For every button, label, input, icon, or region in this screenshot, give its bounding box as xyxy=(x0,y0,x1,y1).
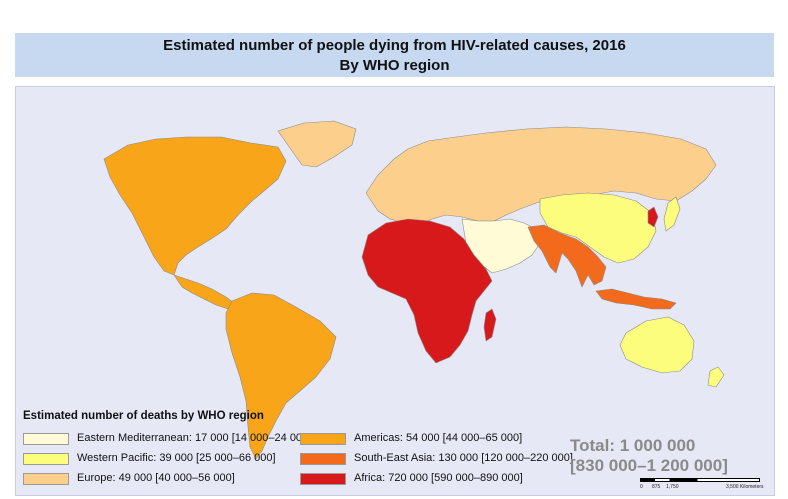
region-western-pacific-asia xyxy=(539,192,657,264)
scale-bar-graphic xyxy=(640,478,760,482)
total-deaths: Total: 1 000 000 [830 000–1 200 000] xyxy=(570,436,728,476)
region-greenland xyxy=(277,120,357,168)
region-europe xyxy=(365,126,717,226)
scale-tick: 1,750 xyxy=(666,484,679,490)
legend-swatch xyxy=(300,453,346,465)
region-indonesia xyxy=(595,288,677,310)
region-americas-south xyxy=(225,292,337,460)
scale-tick: 875 xyxy=(652,484,661,490)
region-americas-central xyxy=(173,274,235,310)
legend-swatch xyxy=(300,433,346,445)
legend-swatch xyxy=(23,453,69,465)
map-frame xyxy=(15,86,775,496)
scale-tick: 3,500 Kilometers xyxy=(726,484,764,490)
scale-tick: 0 xyxy=(640,484,643,490)
legend-label: Europe: 49 000 [40 000–56 000] xyxy=(77,472,235,484)
region-australia xyxy=(619,316,695,374)
legend-title: Estimated number of deaths by WHO region xyxy=(23,410,264,422)
total-value: Total: 1 000 000 xyxy=(570,436,696,455)
region-new-zealand xyxy=(707,366,725,388)
map-title-line1: Estimated number of people dying from HI… xyxy=(163,37,626,54)
world-map xyxy=(103,120,725,460)
region-japan xyxy=(663,196,681,232)
legend-swatch xyxy=(300,473,346,485)
map-title: Estimated number of people dying from HI… xyxy=(15,33,774,77)
region-madagascar xyxy=(483,308,497,342)
legend-swatch xyxy=(23,473,69,485)
legend-label: Americas: 54 000 [44 000–65 000] xyxy=(354,432,523,444)
region-south-east-asia xyxy=(527,224,607,288)
legend-label: South-East Asia: 130 000 [120 000–220 00… xyxy=(354,452,573,464)
legend-label: Western Pacific: 39 000 [25 000–66 000] xyxy=(77,452,276,464)
region-africa xyxy=(361,218,493,364)
legend-label: Eastern Mediterranean: 17 000 [14 000–24… xyxy=(77,432,312,444)
region-korea xyxy=(647,206,659,228)
total-range: [830 000–1 200 000] xyxy=(570,456,728,475)
legend-label: Africa: 720 000 [590 000–890 000] xyxy=(354,472,523,484)
legend-swatch xyxy=(23,433,69,445)
scale-bar: 0 875 1,750 3,500 Kilometers xyxy=(640,478,764,494)
map-title-line2: By WHO region xyxy=(339,57,450,74)
region-americas-north xyxy=(103,136,287,276)
